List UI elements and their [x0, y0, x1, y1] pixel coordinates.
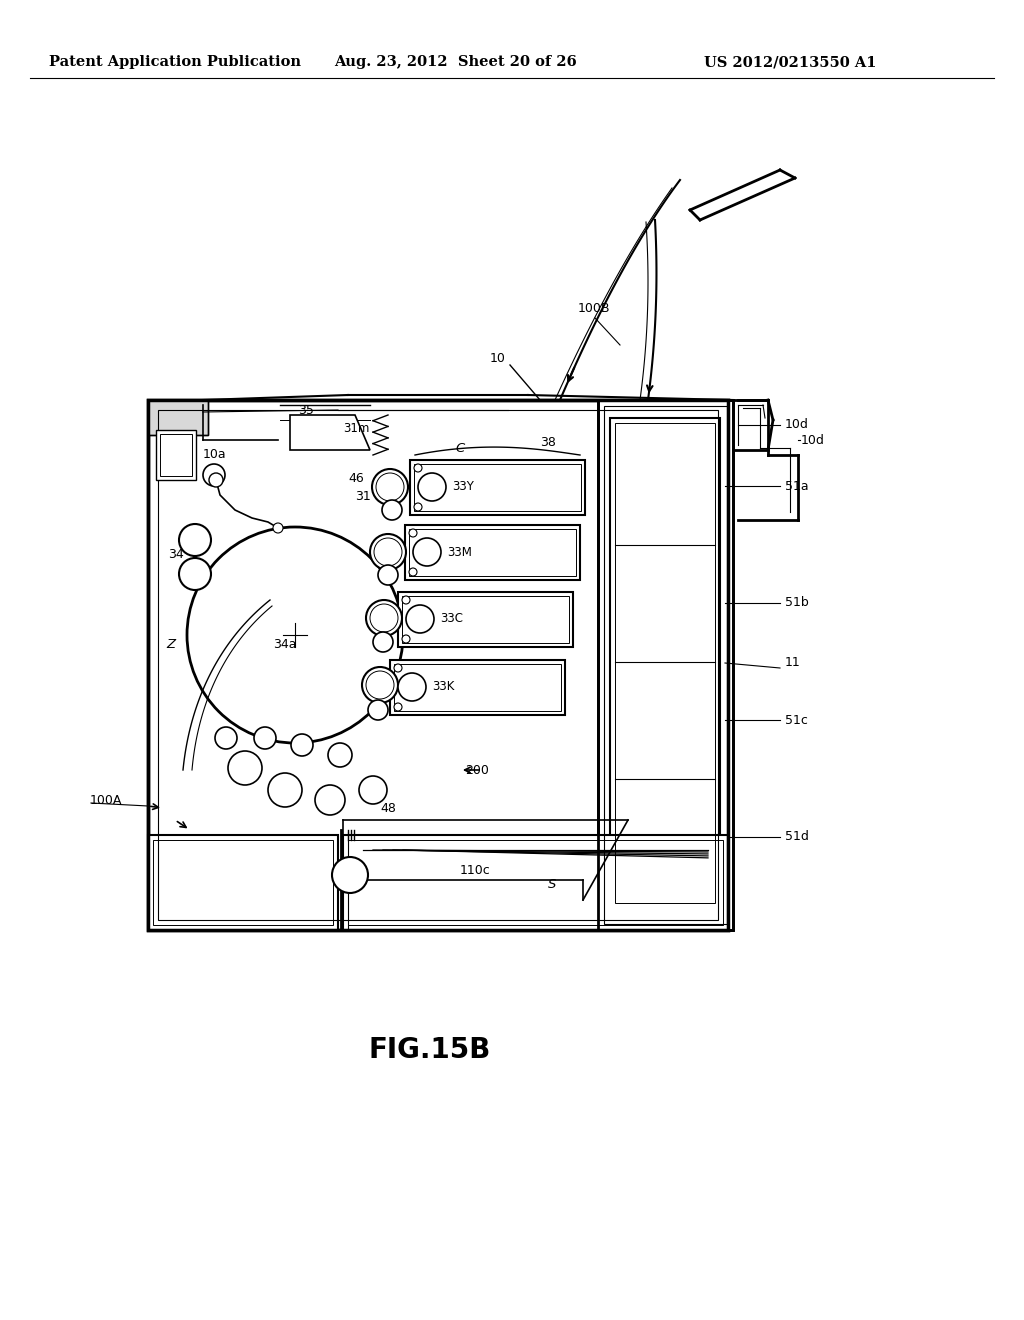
Text: 100A: 100A [90, 793, 123, 807]
Bar [604, 407, 727, 924]
Circle shape [366, 601, 402, 636]
Circle shape [179, 558, 211, 590]
Text: 33Y: 33Y [452, 480, 474, 494]
Bar [148, 400, 208, 436]
Text: 31: 31 [355, 490, 371, 503]
Circle shape [187, 527, 403, 743]
Circle shape [402, 597, 410, 605]
Circle shape [203, 465, 225, 486]
Bar [406, 525, 580, 579]
Bar [409, 529, 575, 576]
Bar [414, 465, 581, 511]
Text: Aug. 23, 2012  Sheet 20 of 26: Aug. 23, 2012 Sheet 20 of 26 [334, 55, 577, 69]
Text: C: C [455, 441, 464, 454]
Bar [410, 459, 585, 515]
Circle shape [418, 473, 446, 502]
Text: 38: 38 [540, 436, 556, 449]
Circle shape [362, 667, 398, 704]
Circle shape [370, 535, 406, 570]
Text: 200: 200 [465, 763, 488, 776]
Bar [615, 422, 715, 903]
Bar [598, 400, 733, 931]
Text: 10a: 10a [203, 449, 226, 462]
Text: 34: 34 [168, 549, 183, 561]
Text: S: S [548, 879, 556, 891]
Circle shape [409, 529, 417, 537]
Circle shape [328, 743, 352, 767]
Text: 35: 35 [298, 404, 314, 417]
Circle shape [359, 776, 387, 804]
Bar [390, 660, 565, 715]
Text: 33K: 33K [432, 681, 455, 693]
Bar [394, 664, 561, 711]
Bar [598, 400, 733, 931]
Circle shape [273, 523, 283, 533]
Text: 10d: 10d [801, 433, 825, 446]
Circle shape [209, 473, 223, 487]
Circle shape [406, 605, 434, 634]
Bar [148, 400, 728, 931]
Text: 10: 10 [490, 351, 506, 364]
Text: 51b: 51b [785, 597, 809, 610]
Text: 100B: 100B [578, 301, 610, 314]
Bar [398, 591, 573, 647]
Circle shape [373, 632, 393, 652]
Circle shape [179, 524, 211, 556]
Circle shape [228, 751, 262, 785]
Bar [148, 400, 208, 436]
Circle shape [368, 700, 388, 719]
Circle shape [268, 774, 302, 807]
Text: 51c: 51c [785, 714, 808, 726]
Bar [158, 411, 718, 920]
Bar [153, 840, 333, 925]
Circle shape [215, 727, 237, 748]
Text: 51a: 51a [785, 479, 809, 492]
Text: Z: Z [166, 639, 175, 652]
Bar [348, 840, 723, 925]
Circle shape [291, 734, 313, 756]
Bar [343, 836, 728, 931]
Text: 51d: 51d [785, 830, 809, 843]
Circle shape [394, 704, 402, 711]
Text: US 2012/0213550 A1: US 2012/0213550 A1 [703, 55, 877, 69]
Text: 10d: 10d [785, 418, 809, 432]
Circle shape [409, 568, 417, 576]
Circle shape [413, 539, 441, 566]
Bar [402, 597, 569, 643]
Text: 34a: 34a [273, 639, 297, 652]
Circle shape [382, 500, 402, 520]
Bar [156, 430, 196, 480]
Circle shape [370, 605, 398, 632]
Text: 48: 48 [380, 801, 396, 814]
Text: 31m: 31m [344, 421, 370, 434]
Text: 11: 11 [785, 656, 801, 669]
Circle shape [374, 539, 402, 566]
Bar [148, 836, 338, 931]
Text: 33M: 33M [447, 545, 472, 558]
Circle shape [398, 673, 426, 701]
Bar [610, 418, 720, 908]
Circle shape [376, 473, 404, 502]
Circle shape [254, 727, 276, 748]
Circle shape [394, 664, 402, 672]
Text: FIG.15B: FIG.15B [369, 1036, 492, 1064]
Circle shape [372, 469, 408, 506]
Bar [148, 400, 728, 931]
Text: 33C: 33C [440, 612, 463, 626]
Circle shape [414, 465, 422, 473]
Circle shape [332, 857, 368, 894]
Text: 110c: 110c [460, 863, 490, 876]
Text: Patent Application Publication: Patent Application Publication [49, 55, 301, 69]
Circle shape [414, 503, 422, 511]
Text: 46: 46 [348, 471, 364, 484]
Circle shape [366, 671, 394, 700]
Polygon shape [290, 414, 370, 450]
Bar [160, 434, 193, 477]
Circle shape [315, 785, 345, 814]
Circle shape [402, 635, 410, 643]
Circle shape [378, 565, 398, 585]
